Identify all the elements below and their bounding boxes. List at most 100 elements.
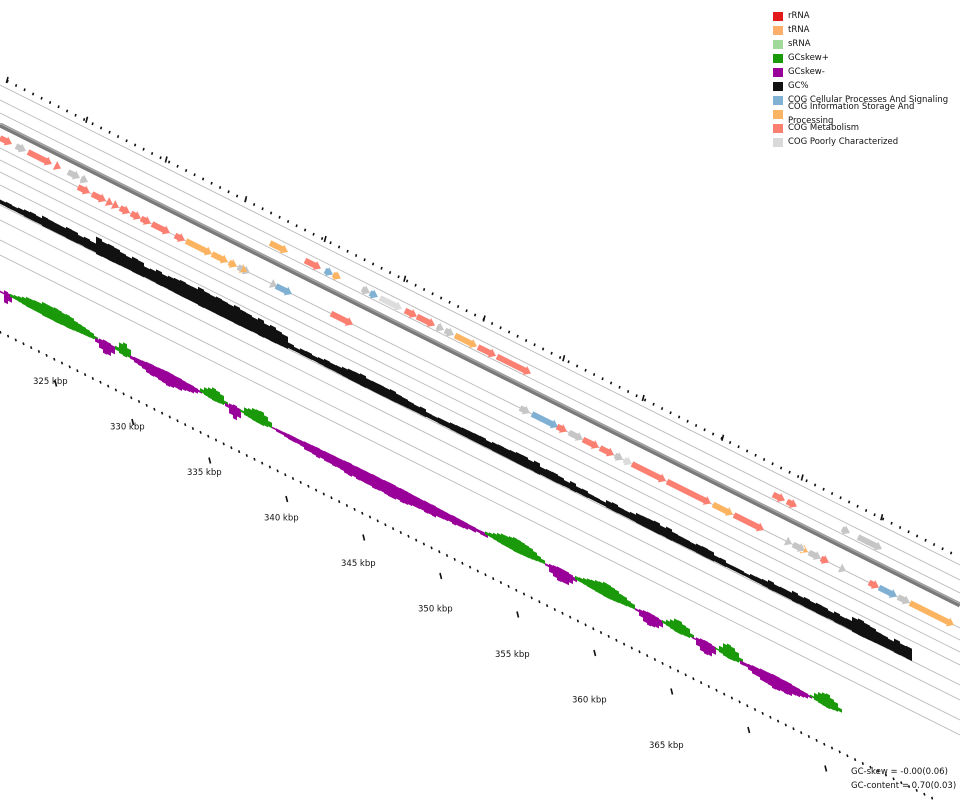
gc-content-stat: GC-content = 0.70(0.03) [851,781,957,791]
outer-tick [159,156,162,160]
outer-tick [864,509,868,512]
gene-arrow [210,251,228,264]
gene-arrow [581,436,599,449]
gene-arrow [495,353,531,375]
outer-tick [915,534,919,538]
outer-tick [201,177,205,181]
legend-swatch [773,137,783,147]
inner-tick [422,542,426,546]
outer-tick [499,326,502,330]
legend-item-rrna: rRNA [773,9,960,23]
inner-tick [869,765,872,769]
gene-arrow [732,512,764,532]
gene-arrow [90,191,106,203]
inner-tick [145,403,148,407]
inner-tick [538,600,541,604]
outer-tick [380,266,383,270]
inner-tick [545,604,549,608]
outer-tick [65,109,69,113]
guide-line [0,112,960,594]
inner-tick [368,515,372,519]
legend-swatch [773,39,783,49]
inner-tick [661,661,664,665]
inner-tick [461,561,464,565]
inner-tick [669,665,672,669]
gene-arrow [877,584,897,598]
outer-tick [796,475,800,478]
guide-line [0,239,960,721]
outer-major-tick [721,434,725,441]
gc-content-track [0,199,912,662]
inner-tick [476,569,479,573]
inner-tick [207,434,210,438]
inner-tick [307,484,310,488]
guide-line [0,254,960,736]
inner-tick [723,692,726,696]
gene-arrow [0,135,12,146]
outer-tick [813,483,817,487]
guide-line [0,171,960,653]
gene-arrow [867,579,879,589]
inner-tick [676,669,680,673]
outer-tick [91,122,94,126]
inner-tick [569,615,572,619]
guide-line [0,219,960,701]
outer-tick [142,147,145,151]
outer-tick [278,215,281,219]
outer-tick [490,322,494,325]
guide-line [0,184,960,666]
gene-arrow [819,555,829,564]
inner-tick [353,507,356,511]
gc-skew-band [485,531,545,565]
inner-tick [284,473,287,477]
inner-tick [599,631,603,635]
inner-tick [222,442,225,446]
gc-skew-band [200,387,228,406]
outer-tick [422,288,426,291]
legend-label: GCskew- [788,67,825,77]
outer-tick [397,275,400,279]
inner-tick [107,384,110,388]
outer-tick [779,466,783,470]
gene-arrow [268,240,288,254]
gc-skew-band [545,563,577,586]
inner-tick [753,708,757,712]
legend-label: COG Cellular Processes And Signaling [788,95,949,105]
outer-tick [567,360,570,364]
inner-tick [515,588,518,592]
inner-tick [830,746,834,750]
gc-skew-band [662,618,694,639]
gene-arrow [66,169,80,180]
outer-tick [873,513,876,517]
outer-tick [363,258,366,262]
outer-tick [771,462,774,466]
legend-item-gcskew-plus: GCskew+ [773,51,960,65]
gene-arrow [435,322,444,332]
kbp-label: 360 kbp [572,696,607,706]
outer-tick [533,343,536,347]
gene-arrow [785,498,797,508]
gene-arrow [598,445,614,457]
guide-line [0,84,960,566]
inner-tick [561,611,564,615]
inner-tick [230,446,233,450]
legend-item-srna: sRNA [773,37,960,51]
inner-tick [792,727,795,731]
outer-tick [830,492,834,495]
backbone-line [0,122,960,608]
inner-tick [53,357,56,361]
outer-tick [932,543,936,546]
legend-label: GC% [788,81,809,91]
inner-tick [807,735,811,738]
kbp-label: 365 kbp [649,741,684,751]
gene-arrow [331,271,341,280]
inner-tick [900,781,903,785]
inner-tick [361,511,364,515]
inner-tick [114,388,118,392]
outer-tick [575,364,579,368]
outer-tick [822,487,825,491]
inner-tick [176,419,179,423]
outer-major-tick [641,394,645,402]
inner-tick [76,369,79,373]
gc-skew-band [95,337,115,356]
